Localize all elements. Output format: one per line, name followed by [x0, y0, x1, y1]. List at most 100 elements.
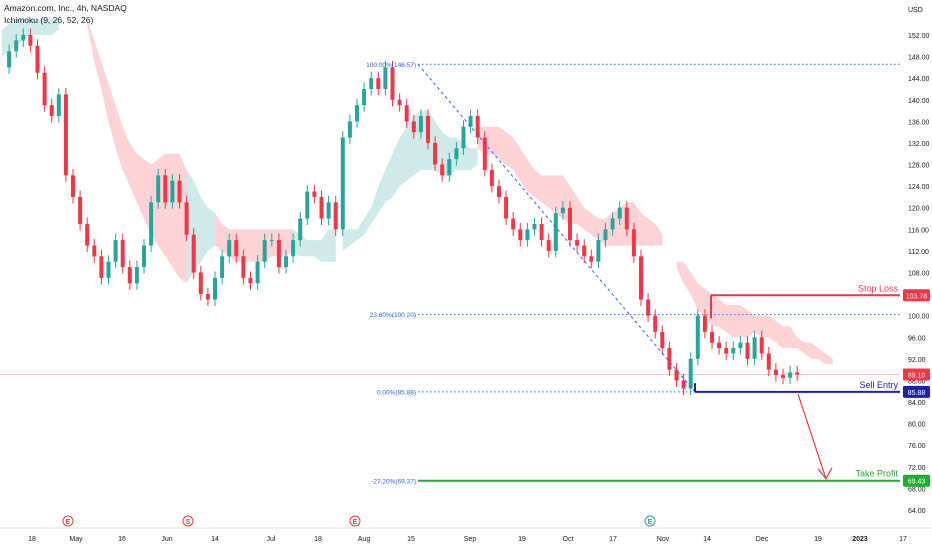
- x-tick-label: 16: [118, 536, 126, 543]
- candle-body: [205, 294, 210, 300]
- candle-body: [149, 202, 154, 246]
- overlays: 100.00%(146.57) 23.60%(100.20) 0.00%(85.88…: [366, 62, 900, 486]
- x-tick-label: May: [69, 536, 83, 543]
- earnings-marker-circle: [182, 515, 194, 527]
- candle-body: [589, 256, 594, 262]
- candle-body: [440, 164, 445, 176]
- cloud-segment: [2, 18, 59, 57]
- price-axis-label-text: 89.10: [908, 373, 926, 380]
- cloud-segment: [676, 261, 833, 365]
- candle-body: [7, 51, 12, 68]
- fib-level-label: 0.00%(85.88): [377, 389, 416, 396]
- y-tick-label: 132.00: [908, 141, 930, 148]
- candle-body: [156, 175, 161, 203]
- earnings-marker-label: E: [648, 519, 653, 526]
- candle-body: [92, 245, 97, 257]
- y-tick-label: 68.00: [908, 486, 926, 493]
- candle-body: [766, 353, 771, 370]
- candle-body: [127, 267, 132, 284]
- candle-body: [695, 315, 700, 359]
- y-tick-label: 100.00: [908, 314, 930, 321]
- candle-body: [631, 229, 636, 257]
- y-tick-label: 92.00: [908, 357, 926, 364]
- y-tick-label: 88.00: [908, 378, 926, 385]
- price-axis-label: 85.88: [903, 385, 930, 398]
- x-tick-label: 2023: [852, 536, 868, 543]
- candle-body: [163, 175, 168, 203]
- candle-body: [511, 218, 516, 230]
- candle-body: [347, 121, 352, 138]
- fib-level-label: -27.20%(69.37): [371, 479, 416, 486]
- candle-body: [518, 229, 523, 241]
- candle-body: [113, 240, 118, 262]
- candle-body: [447, 159, 452, 176]
- candle-body: [418, 115, 423, 133]
- candle-body: [291, 240, 296, 257]
- cloud-segment: [477, 126, 663, 246]
- candle-body: [184, 202, 189, 235]
- candle-body: [575, 240, 580, 246]
- chart-header: Amazon.com, Inc., 4h, NASDAQ Ichimoku (9…: [4, 2, 127, 26]
- y-tick-label: 148.00: [908, 55, 930, 62]
- x-tick-label: 19: [518, 536, 526, 543]
- earnings-marker-label: S: [186, 519, 191, 526]
- earnings-marker-label: E: [66, 519, 71, 526]
- x-tick-label: 14: [703, 536, 711, 543]
- x-tick-label: Dec: [756, 536, 769, 543]
- candle-body: [532, 223, 537, 230]
- candle-body: [355, 105, 359, 122]
- earnings-marker-circle: [349, 515, 361, 527]
- candle-body: [752, 337, 757, 359]
- price-axis-label-bg: [903, 368, 930, 381]
- candle-body: [142, 245, 146, 268]
- candle-body: [383, 67, 388, 89]
- candle-body: [468, 115, 473, 127]
- candle-body: [539, 223, 544, 241]
- y-tick-label: 128.00: [908, 163, 930, 170]
- earnings-marker: E: [644, 515, 656, 527]
- projection-arrow: [797, 393, 827, 479]
- price-axis-label-text: 103.78: [906, 293, 928, 300]
- y-tick-label: 84.00: [908, 400, 926, 407]
- candle-body: [42, 72, 47, 106]
- candle-body: [241, 256, 246, 278]
- candle-body: [667, 348, 672, 370]
- cloud-segment: [293, 229, 336, 262]
- price-axis-background: [900, 0, 932, 528]
- level-label: Sell Entry: [859, 380, 898, 390]
- y-tick-label: 112.00: [908, 249, 929, 256]
- candle-body: [731, 348, 736, 354]
- x-tick-label: 17: [609, 536, 617, 543]
- candle-body: [312, 191, 317, 197]
- x-tick-label: 18: [28, 536, 36, 543]
- candle-body: [78, 196, 83, 224]
- candle-body: [646, 299, 651, 316]
- candle-body: [745, 342, 750, 359]
- candle-body: [248, 277, 253, 284]
- y-tick-label: 76.00: [908, 443, 926, 450]
- candle-body: [177, 180, 182, 203]
- candle-body: [340, 137, 345, 230]
- level-label: Take Profit: [855, 469, 898, 479]
- price-axis-label: 69.43: [903, 474, 930, 487]
- candle-body: [28, 35, 33, 46]
- level-label: Stop Loss: [858, 283, 899, 293]
- price-axis[interactable]: USD 152.00 148.00 144.00 140.00 136.00 132.00…: [900, 0, 932, 528]
- time-axis[interactable]: 18 May 16 Jun 14 Jul 18 Aug 15 Sep 19 Oct 17 Nov 14 Dec…: [0, 515, 932, 543]
- candle-body: [546, 240, 551, 251]
- y-tick-label: 108.00: [908, 271, 930, 278]
- candle-body: [333, 202, 338, 230]
- candle-body: [710, 331, 714, 343]
- candle-body: [788, 372, 793, 378]
- candle-body: [688, 358, 693, 389]
- candle-body: [319, 196, 324, 219]
- symbol-title: Amazon.com, Inc., 4h, NASDAQ: [4, 3, 127, 13]
- price-axis-label-bg: [903, 474, 930, 487]
- candle-body: [489, 169, 494, 187]
- x-tick-label: Sep: [464, 536, 477, 543]
- candle-body: [426, 115, 430, 143]
- candle-body: [411, 121, 416, 133]
- x-tick-label: Aug: [358, 536, 371, 543]
- candle-body: [738, 342, 743, 349]
